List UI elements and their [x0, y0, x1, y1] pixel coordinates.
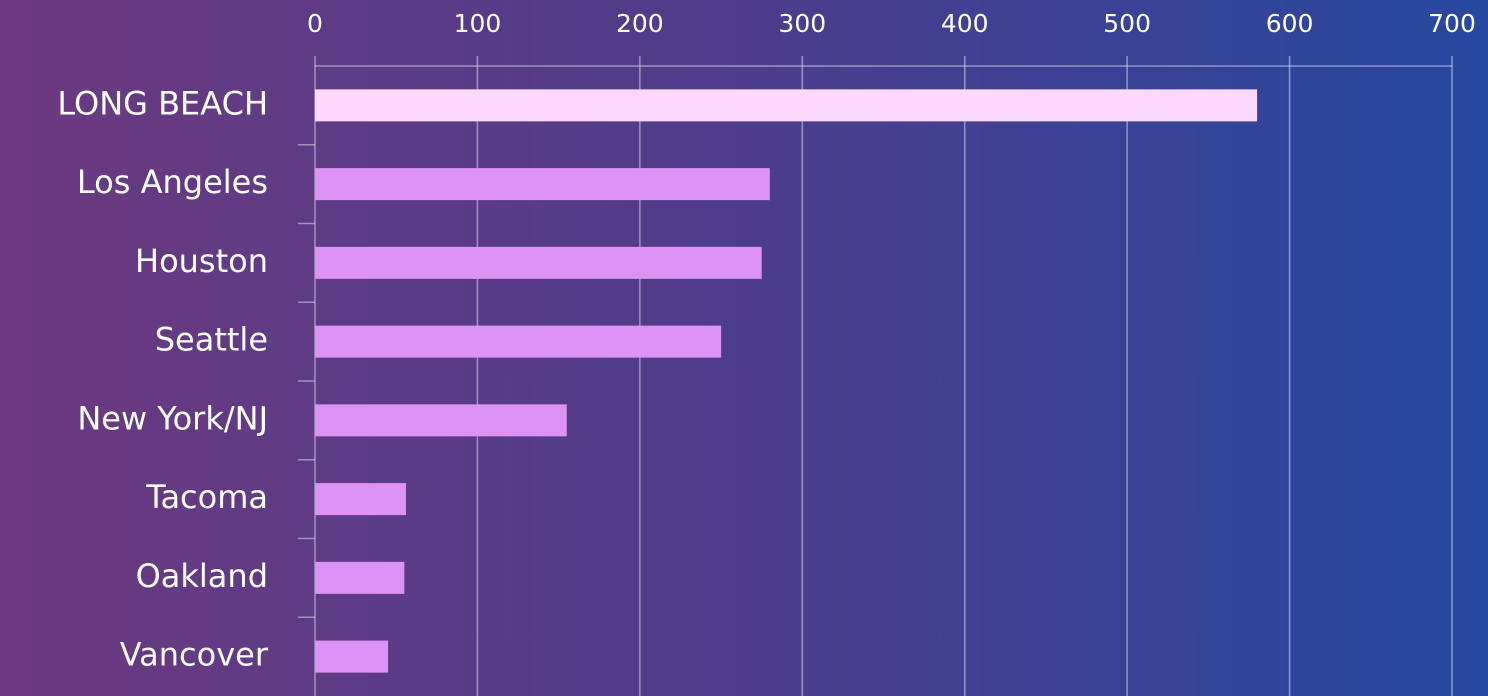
y-tick-label: Tacoma [145, 478, 268, 516]
y-tick-label: New York/NJ [77, 399, 268, 437]
y-tick-label: LONG BEACH [57, 84, 268, 122]
y-tick-label: Los Angeles [77, 163, 268, 201]
x-tick-label: 200 [616, 9, 664, 38]
y-tick-label: Vancover [120, 636, 269, 674]
x-tick-label: 500 [1103, 9, 1151, 38]
bar [315, 247, 762, 279]
chart: 0 100 200 300 400 500 600 700 LONG BEACH Los Ange… [0, 0, 1488, 696]
bar [315, 326, 721, 358]
bar [315, 483, 406, 515]
y-tick-label: Oakland [136, 557, 268, 595]
x-tick-label: 600 [1266, 9, 1314, 38]
bar [315, 641, 388, 673]
bar [315, 404, 567, 436]
bar [315, 562, 404, 594]
x-tick-label: 100 [454, 9, 502, 38]
x-tick-label: 300 [778, 9, 826, 38]
y-tick-label: Houston [135, 242, 268, 280]
y-tick-label: Seattle [155, 321, 268, 359]
x-tick-label: 0 [307, 9, 323, 38]
x-tick-label: 400 [941, 9, 989, 38]
bar [315, 168, 770, 200]
x-tick-label: 700 [1428, 9, 1476, 38]
bar [315, 89, 1257, 121]
